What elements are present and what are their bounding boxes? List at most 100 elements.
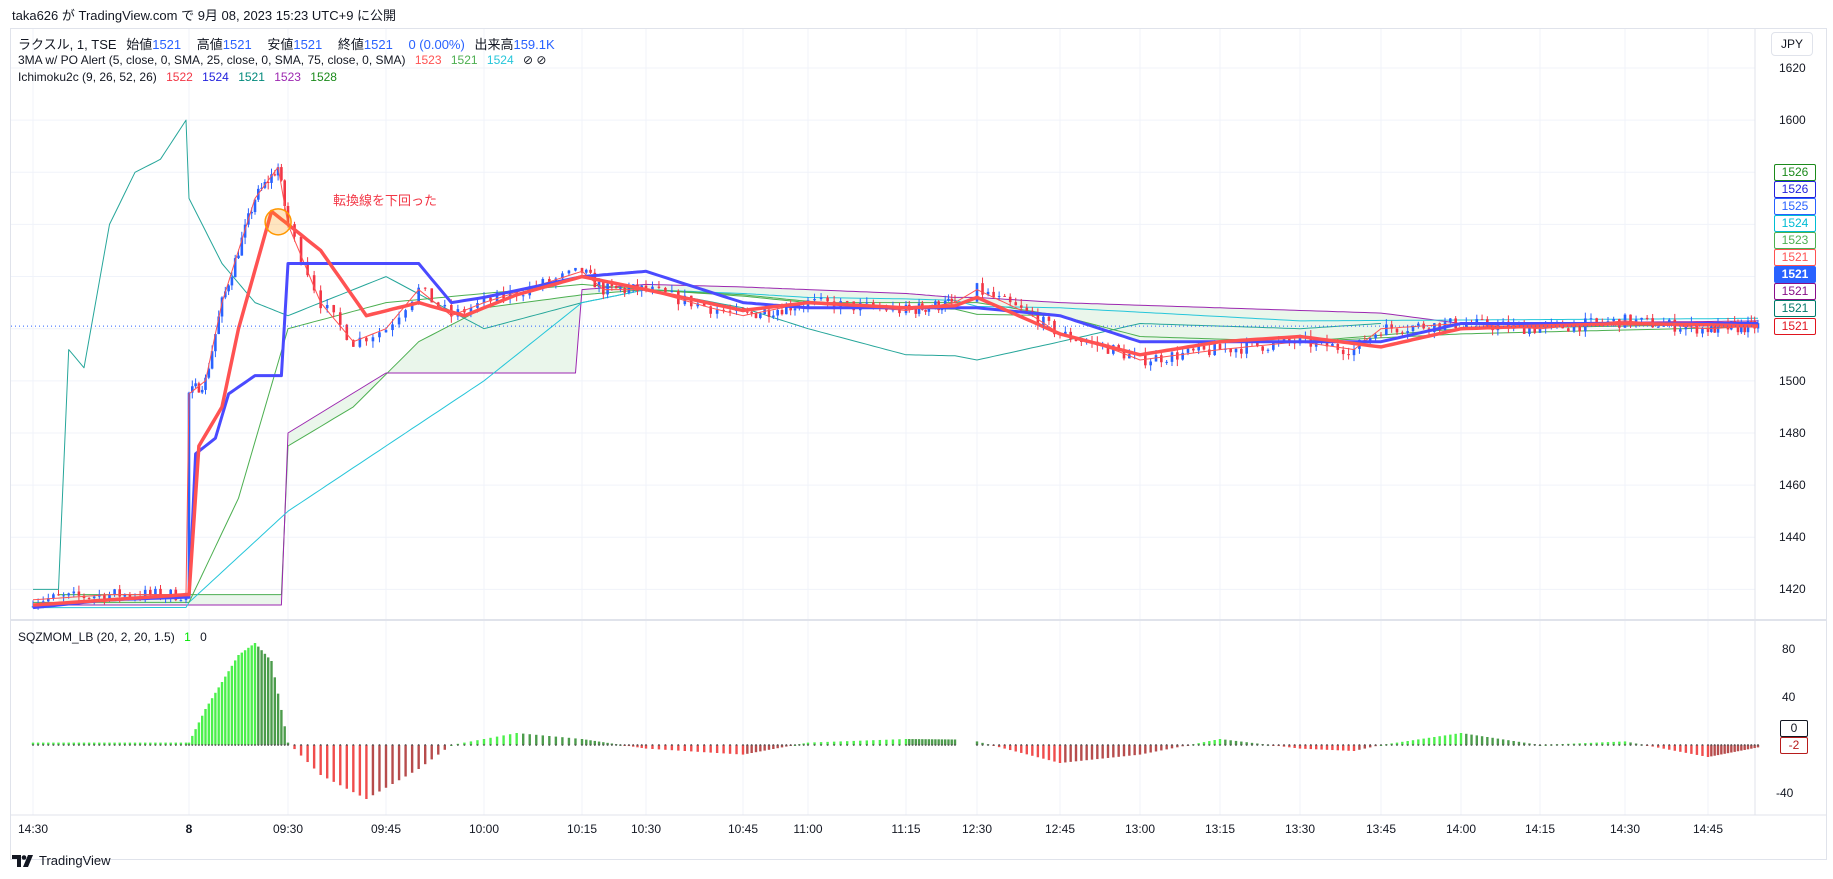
squeeze-dot <box>515 744 518 746</box>
candle-body <box>502 292 505 299</box>
time-tick-label: 10:45 <box>727 822 759 836</box>
candle-body <box>489 297 492 302</box>
squeeze-dot <box>1720 744 1723 746</box>
momentum-bar <box>1352 745 1356 751</box>
momentum-bar <box>371 745 375 796</box>
time-tick-label: 8 <box>185 822 193 836</box>
candle-body <box>584 269 588 273</box>
squeeze-dot <box>1091 744 1093 746</box>
candle-body <box>1261 346 1264 351</box>
squeeze-dot <box>1219 744 1221 746</box>
squeeze-dot <box>103 744 106 746</box>
squeeze-dot <box>164 744 167 746</box>
candle-body <box>237 255 240 259</box>
squeeze-dot <box>585 744 588 746</box>
candle-body <box>1706 327 1710 333</box>
ichimoku-indicator-name[interactable]: Ichimoku2c (9, 26, 52, 26) <box>18 70 157 84</box>
momentum-bar <box>1584 743 1587 745</box>
candle-body <box>87 598 91 600</box>
squeeze-dot <box>1374 744 1377 746</box>
squeeze-dot <box>437 744 440 746</box>
squeeze-dot <box>241 744 243 746</box>
momentum-bar <box>1454 733 1457 745</box>
candle-body <box>589 269 592 273</box>
sqz-indicator-name[interactable]: SQZMOM_LB (20, 2, 20, 1.5) <box>18 630 175 644</box>
candle-body <box>365 337 368 342</box>
momentum-bar <box>1234 740 1238 745</box>
candle-body <box>1053 320 1056 335</box>
squeeze-dot <box>934 744 937 746</box>
candle-body <box>283 180 286 206</box>
momentum-bar <box>1753 745 1756 749</box>
momentum-bar <box>210 698 214 745</box>
momentum-bar <box>865 740 868 745</box>
candle-body <box>819 297 823 299</box>
momentum-bar <box>1138 745 1142 755</box>
candle-body <box>1080 340 1083 342</box>
candle-body <box>610 283 614 286</box>
open-label: 始値 <box>126 37 153 52</box>
squeeze-dot <box>231 744 233 746</box>
tradingview-logo[interactable]: TradingView <box>12 853 111 868</box>
candle-body <box>780 309 784 315</box>
candle-body <box>191 386 194 393</box>
hidden-icons[interactable]: ⊘ ⊘ <box>522 53 547 67</box>
squeeze-dot <box>42 744 44 746</box>
candle-body <box>914 308 918 314</box>
price-scale-label: 1526 <box>1774 164 1816 181</box>
momentum-bar <box>270 661 273 745</box>
ma-indicator-name[interactable]: 3MA w/ PO Alert (5, close, 0, SMA, 25, c… <box>18 53 406 67</box>
momentum-bar <box>1101 745 1104 759</box>
time-tick-label: 13:45 <box>1365 822 1397 836</box>
squeeze-dot <box>214 744 217 746</box>
squeeze-dot <box>1757 744 1759 746</box>
candle-body <box>865 302 869 304</box>
squeeze-dot <box>852 744 855 746</box>
squeeze-dot <box>640 744 643 746</box>
squeeze-dot <box>1203 744 1205 746</box>
candle-body <box>561 273 564 279</box>
momentum-bar <box>1288 745 1291 748</box>
high-label: 高値 <box>196 37 223 52</box>
momentum-bar <box>230 665 234 745</box>
candle-body <box>1433 323 1436 332</box>
momentum-bar <box>108 742 111 745</box>
squeeze-dot <box>1737 744 1739 746</box>
candle-body <box>1572 324 1576 332</box>
momentum-bar <box>319 745 322 775</box>
candle-body <box>1352 348 1356 356</box>
squeeze-dot <box>129 744 131 746</box>
candle-body <box>826 297 829 302</box>
momentum-bar <box>1047 745 1051 761</box>
momentum-bar <box>237 655 240 745</box>
squeeze-dot <box>789 744 792 746</box>
squeeze-dot <box>411 744 413 746</box>
time-tick-label: 11:15 <box>891 822 921 836</box>
squeeze-dot <box>1406 744 1409 746</box>
momentum-bar <box>113 742 116 745</box>
momentum-bar <box>1750 745 1753 749</box>
candle-body <box>940 308 944 311</box>
annotation-circle <box>264 208 292 236</box>
candle-body <box>169 589 172 597</box>
candle-body <box>108 594 111 601</box>
momentum-bar <box>1320 745 1323 750</box>
symbol-name[interactable]: ラクスル, 1, TSE <box>18 37 117 52</box>
momentum-bar <box>286 742 290 745</box>
squeeze-dot <box>1512 744 1515 746</box>
momentum-bar <box>1730 745 1733 753</box>
squeeze-dot <box>1730 744 1733 746</box>
momentum-bar <box>819 742 823 745</box>
currency-button[interactable]: JPY <box>1771 32 1813 56</box>
candle-body <box>325 305 329 309</box>
momentum-bar <box>204 709 207 745</box>
momentum-bar <box>87 742 91 745</box>
sma75-line <box>33 289 1758 609</box>
candle-body <box>992 291 995 297</box>
candle-body <box>548 278 551 283</box>
squeeze-dot <box>716 744 718 746</box>
squeeze-dot <box>359 744 361 746</box>
squeeze-dot <box>807 744 809 746</box>
squeeze-dot <box>1690 744 1693 746</box>
